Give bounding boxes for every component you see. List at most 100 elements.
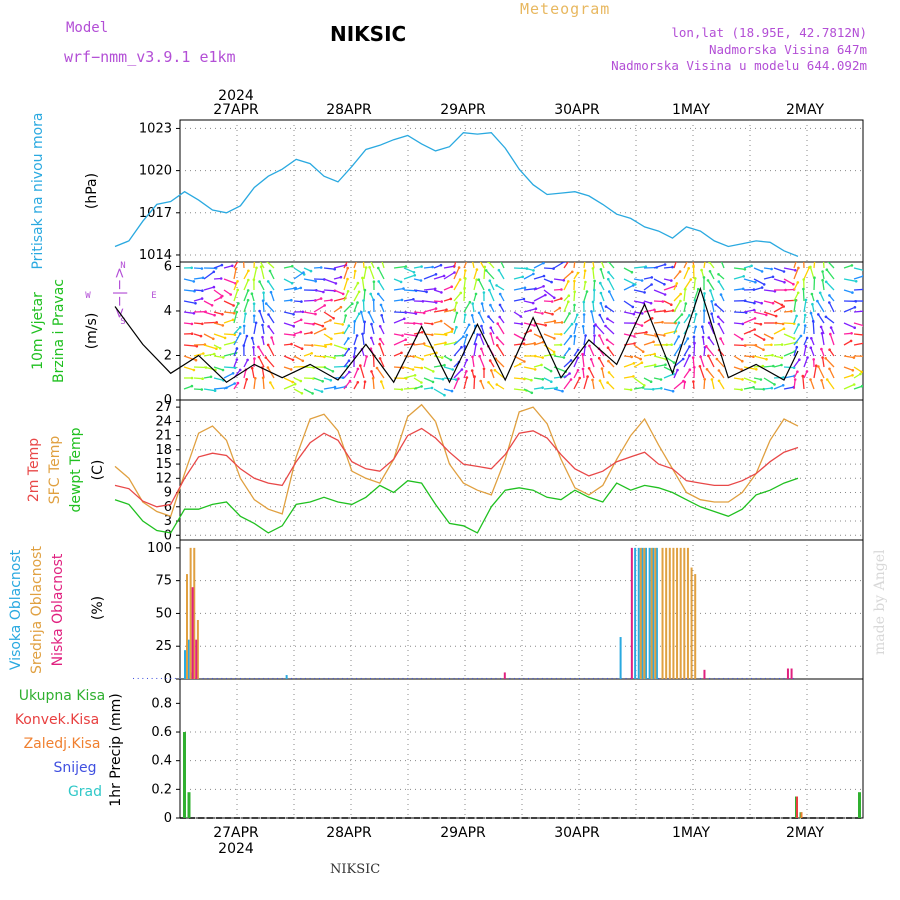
wind-arrow-head (552, 350, 556, 354)
wind-arrow-head (849, 339, 853, 343)
wind-arrow-head (361, 276, 364, 280)
wind-arrow (193, 377, 203, 380)
wind-arrow-head (717, 369, 721, 372)
wind-arrow-head (495, 383, 499, 386)
wind-arrow-head (810, 292, 814, 296)
wind-arrow (353, 291, 360, 302)
wind-arrow-head (468, 300, 472, 304)
wind-arrow-head (802, 278, 805, 281)
wind-arrow (203, 286, 215, 291)
wind-arrow (359, 365, 365, 379)
cloud-bar (668, 547, 671, 679)
wind-arrow-head (257, 355, 261, 359)
wind-arrow-head (365, 355, 368, 358)
wind-arrow-head (476, 333, 479, 336)
wind-arrow-head (591, 258, 594, 261)
wind-arrow (699, 366, 705, 379)
date-label-bottom: 29APR (440, 825, 486, 841)
wind-arrow (265, 303, 275, 313)
wind-arrow-head (370, 322, 373, 326)
wind-arrow (773, 328, 785, 335)
wind-arrow (733, 377, 743, 381)
wind-arrow (303, 311, 316, 315)
wind-arrow (763, 289, 775, 292)
wind-arrow-head (672, 361, 676, 364)
wind-arrow-head (688, 256, 691, 259)
wind-arrow (313, 328, 326, 335)
wind-arrow-head (200, 297, 204, 300)
wind-arrow (543, 377, 552, 383)
wind-arrow (423, 288, 436, 291)
wind-arrow-head (363, 320, 367, 324)
wind-arrow (607, 262, 615, 269)
wind-arrow-head (681, 357, 685, 361)
wind-arrow-head (771, 275, 775, 279)
wind-arrow-head (300, 300, 303, 303)
y-tick-label: 4 (164, 304, 172, 319)
wind-arrow-head (356, 381, 360, 384)
wind-arrow (683, 268, 690, 280)
wind-arrow-head (290, 342, 293, 346)
wind-arrow-head (367, 311, 371, 314)
wind-arrow (443, 322, 453, 330)
date-label-top: 28APR (326, 102, 372, 118)
wind-arrow (825, 316, 835, 324)
wind-arrow (463, 288, 466, 302)
wind-arrow (623, 267, 633, 273)
wind-arrow-head (688, 345, 691, 348)
wind-arrow (843, 264, 853, 269)
wind-arrow (362, 300, 365, 313)
wind-arrow-head (829, 326, 833, 329)
wind-arrow (259, 281, 265, 291)
wind-arrow (513, 388, 527, 392)
wind-arrow (213, 296, 222, 302)
wind-arrow-head (771, 353, 774, 357)
wind-arrow (403, 355, 414, 358)
wind-arrow (513, 311, 522, 317)
wind-arrow (433, 364, 445, 368)
wind-arrow-head (701, 335, 705, 339)
wind-arrow (393, 352, 402, 357)
wind-arrow-head (431, 333, 434, 337)
wind-arrow (498, 269, 505, 280)
wind-arrow-head (710, 378, 714, 381)
wind-arrow (553, 388, 563, 392)
wind-arrow (853, 342, 863, 346)
wind-arrow-head (692, 335, 696, 339)
wind-arrow-head (380, 314, 384, 317)
meteogram-label: Meteogram (520, 0, 611, 18)
cloud-label-mid: Srednja Oblacnost (29, 546, 45, 674)
wind-arrow-head (356, 367, 360, 371)
wind-arrow-head (487, 315, 490, 318)
wind-arrow (563, 379, 572, 390)
wind-arrow-head (482, 291, 486, 294)
wind-arrow (821, 333, 825, 346)
wind-arrow (362, 262, 365, 269)
wind-unit: (m/s) (84, 313, 100, 350)
wind-arrow (699, 356, 705, 368)
wind-arrow-head (770, 267, 773, 271)
wind-arrow (193, 297, 203, 302)
cloud-bar (654, 547, 657, 679)
wind-arrow-head (300, 392, 304, 395)
wind-arrow-head (521, 275, 524, 279)
wind-arrow (663, 388, 674, 392)
y-tick-label: 0.2 (151, 782, 172, 797)
wind-arrow (267, 281, 275, 291)
y-tick-label: 50 (155, 606, 172, 621)
wind-arrow (403, 343, 414, 346)
wind-arrow (673, 262, 677, 269)
wind-arrow (494, 369, 505, 379)
wind-arrow-head (794, 299, 797, 302)
wind-arrow (393, 287, 404, 291)
wind-arrow (393, 339, 406, 346)
wind-arrow-head (533, 368, 537, 371)
wind-arrow-head (372, 298, 375, 302)
wind-arrow-head (752, 308, 756, 312)
date-label-top: 29APR (440, 102, 486, 118)
wind-arrow (705, 345, 715, 357)
wind-arrow-head (710, 300, 713, 303)
wind-arrow (453, 369, 463, 379)
wind-arrow-head (753, 380, 757, 384)
wind-arrow-head (677, 335, 680, 338)
